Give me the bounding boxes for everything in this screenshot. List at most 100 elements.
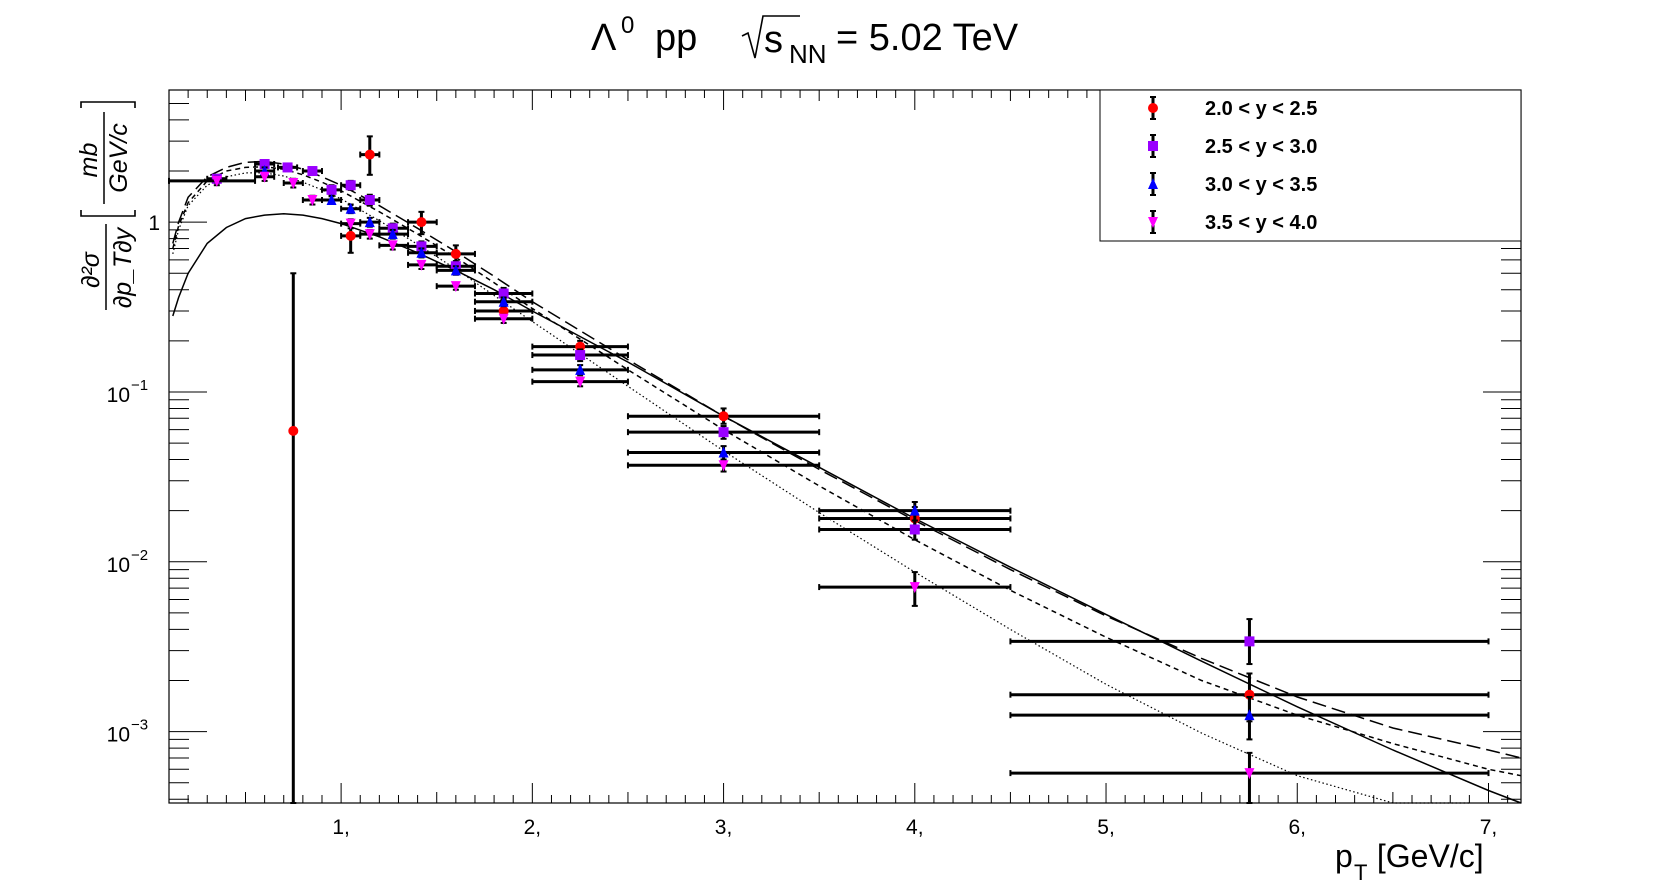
legend-entry-4: 3.5 < y < 4.0 — [1148, 210, 1317, 234]
x-tick-label: 4, — [906, 816, 924, 839]
data-point — [307, 166, 318, 177]
data-point — [288, 178, 299, 190]
data-point — [575, 376, 586, 388]
data-point — [326, 194, 337, 206]
data-point — [450, 281, 461, 293]
data-point — [288, 425, 299, 436]
data-point — [259, 158, 270, 169]
series-3 — [254, 165, 1490, 741]
data-point — [345, 180, 356, 191]
ylabel-right-bracket — [80, 101, 136, 108]
legend-marker — [1148, 103, 1158, 113]
data-point — [416, 246, 427, 258]
xlabel-unit: [GeV/c] — [1368, 838, 1484, 874]
title-energy: = 5.02 TeV — [836, 17, 1019, 59]
legend-label: 3.0 < y < 3.5 — [1205, 174, 1317, 196]
y-tick-label-exponent: −3 — [131, 717, 148, 734]
ylabel-numerator: ∂²σ — [77, 251, 105, 288]
data-point — [498, 295, 509, 307]
data-point — [416, 217, 427, 228]
data-point — [416, 259, 427, 271]
model-curves — [172, 160, 1522, 804]
data-point — [364, 195, 375, 206]
data-point — [1244, 709, 1255, 721]
title-nn-subscript: NN — [789, 39, 827, 69]
legend-entry-2: 2.5 < y < 3.0 — [1148, 134, 1317, 158]
data-point — [211, 175, 222, 187]
series-4 — [168, 171, 1490, 804]
data-point — [364, 216, 375, 228]
ylabel-bracket-numerator: mb — [75, 143, 103, 178]
y-tick-label: 10 — [107, 554, 130, 577]
data-point — [364, 229, 375, 241]
legend-marker — [1148, 217, 1158, 228]
data-point — [909, 524, 920, 535]
data-point — [575, 363, 586, 375]
y-tick-label-exponent: −2 — [131, 547, 148, 564]
model-curve-dotted — [172, 172, 1470, 804]
data-point — [909, 582, 920, 594]
title-s: s — [764, 19, 783, 61]
legend-marker — [1148, 141, 1158, 151]
data-point — [450, 264, 461, 276]
legend-marker — [1148, 178, 1158, 189]
x-tick-label: 5, — [1097, 816, 1115, 839]
data-point — [1244, 636, 1255, 647]
sqrt-sign — [741, 15, 800, 59]
data-point — [259, 171, 270, 183]
data-point — [307, 195, 318, 207]
data-point — [498, 288, 509, 299]
data-point — [345, 230, 356, 241]
model-curve-short-dash — [172, 165, 1522, 777]
data-series — [168, 135, 1490, 804]
data-point — [498, 313, 509, 325]
data-point — [575, 350, 586, 361]
legend-label: 3.5 < y < 4.0 — [1205, 212, 1317, 234]
x-tick-labels: 1, 2, 3, 4, 5, 6, 7, — [332, 816, 1497, 839]
model-curve-dashed — [172, 160, 1522, 759]
data-point — [498, 305, 509, 316]
data-point — [909, 504, 920, 516]
legend-box — [1099, 89, 1522, 242]
legend-items: 2.0 < y < 2.5 2.5 < y < 3.0 3.0 < y < 3.5 3… — [1148, 96, 1317, 234]
legend-label: 2.5 < y < 3.0 — [1205, 136, 1317, 158]
ylabel-bracket-denominator: GeV/c — [105, 123, 133, 193]
legend: 2.0 < y < 2.5 2.5 < y < 3.0 3.0 < y < 3.5 3… — [1099, 89, 1522, 242]
data-point — [387, 228, 398, 240]
x-tick-label: 6, — [1289, 816, 1307, 839]
y-tick-labels: 110−110−210−3 — [107, 212, 160, 746]
y-axis-label: ∂²σ ∂p_T∂y mb GeV/c — [75, 101, 137, 310]
xlabel-p: p — [1335, 838, 1353, 874]
x-tick-label: 3, — [715, 816, 733, 839]
legend-label: 2.0 < y < 2.5 — [1205, 98, 1317, 120]
xlabel-t-subscript: T — [1354, 860, 1367, 885]
title-lambda-superscript: 0 — [621, 12, 634, 39]
y-tick-label: 10 — [107, 384, 130, 407]
y-tick-label: 10 — [107, 724, 130, 747]
data-point — [416, 241, 427, 252]
plot-frame — [168, 89, 1522, 804]
title-lambda: Λ — [591, 17, 617, 59]
data-point — [345, 202, 356, 214]
legend-entry-3: 3.0 < y < 3.5 — [1148, 172, 1317, 196]
x-tick-label: 7, — [1480, 816, 1498, 839]
x-axis-label: p T [GeV/c] — [1335, 838, 1484, 885]
chart-title: Λ 0 pp s NN = 5.02 TeV — [591, 12, 1019, 69]
data-point — [718, 460, 729, 472]
data-point — [282, 162, 293, 173]
legend-entry-1: 2.0 < y < 2.5 — [1148, 96, 1317, 120]
title-pp: pp — [655, 17, 697, 59]
data-point — [718, 411, 729, 422]
data-point — [387, 240, 398, 252]
x-tick-label: 2, — [524, 816, 542, 839]
data-point — [450, 248, 461, 259]
y-tick-label: 1 — [148, 212, 160, 235]
data-point — [364, 149, 375, 160]
data-point — [326, 184, 337, 195]
ylabel-denominator: ∂p_T∂y — [109, 226, 137, 308]
y-tick-label-exponent: −1 — [131, 377, 148, 394]
data-point — [718, 427, 729, 438]
ylabel-left-bracket — [80, 210, 136, 217]
x-tick-label: 1, — [332, 816, 350, 839]
